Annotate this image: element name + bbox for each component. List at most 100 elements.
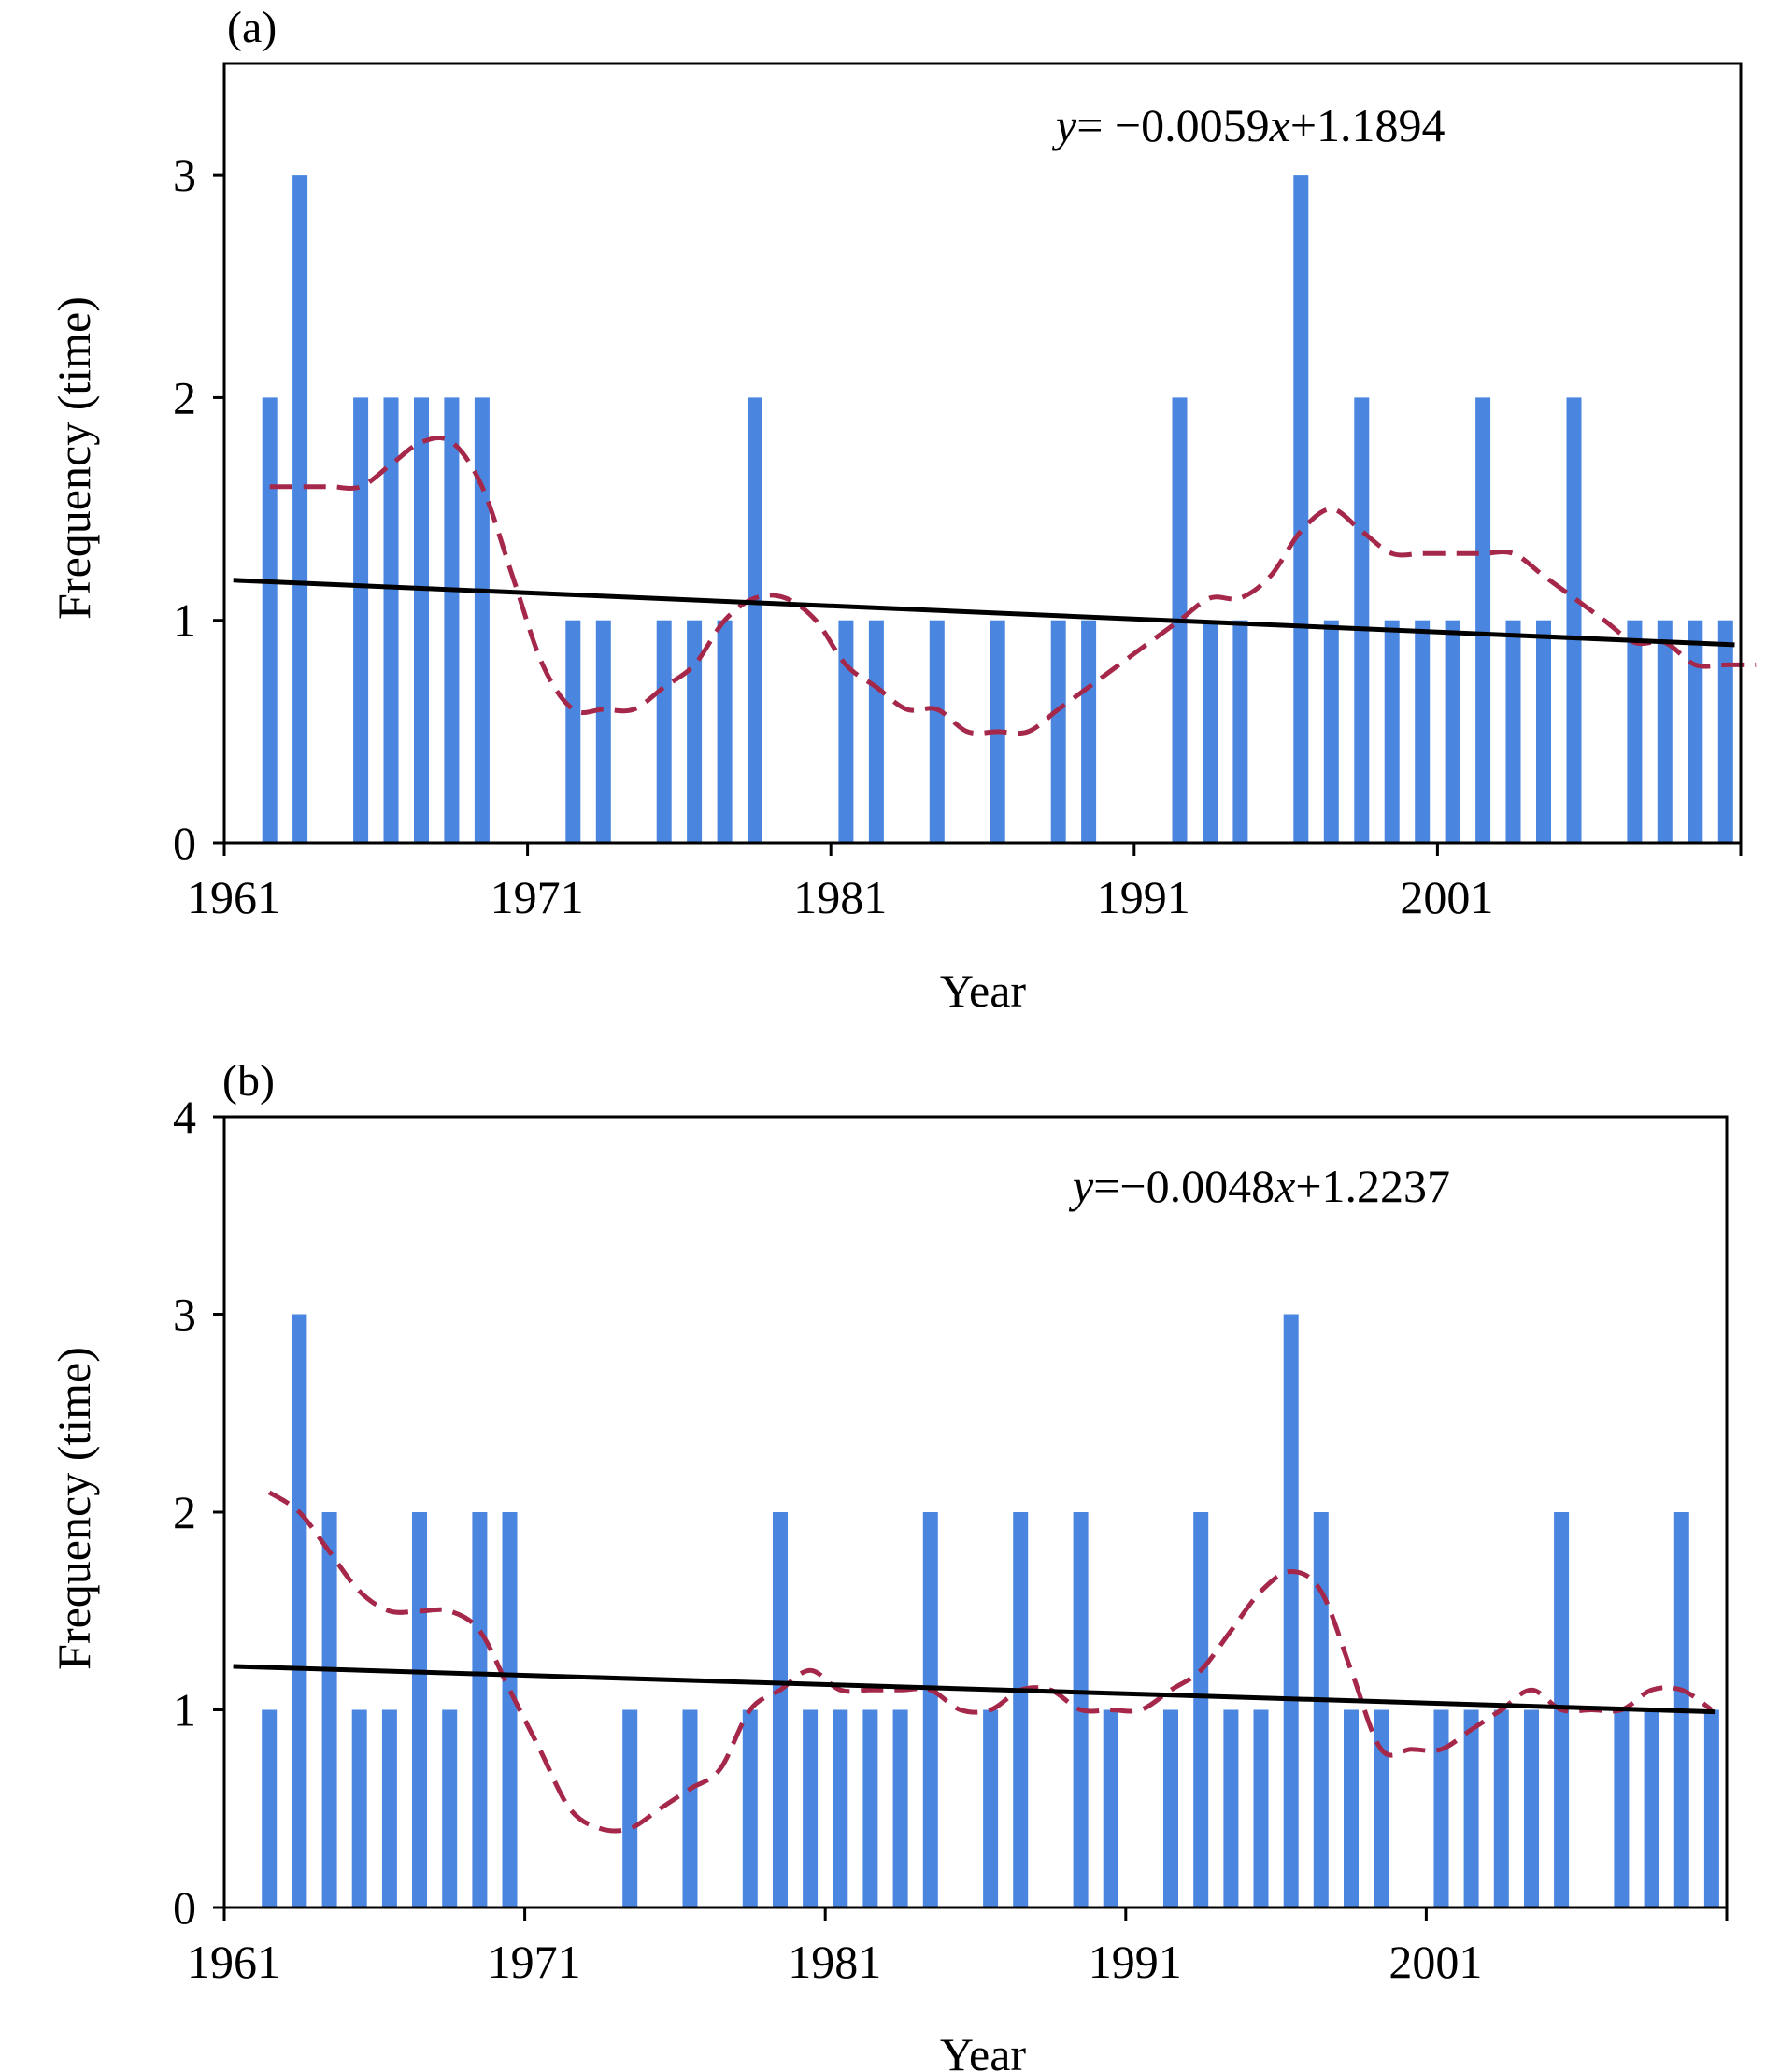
panel-b-bar-1973	[622, 1709, 638, 1908]
panel-b-y-tick-label: 1	[173, 1684, 196, 1736]
panel-a-x-axis-title: Year	[940, 965, 1026, 1017]
panel-b-x-tick-label: 1971	[488, 1936, 581, 1988]
panel-a-y-tick-label: 0	[173, 817, 196, 869]
panel-a-x-tick-label: 2001	[1400, 871, 1493, 923]
panel-a-bar-1972	[595, 620, 611, 843]
panel-a-bar-1999	[1415, 620, 1431, 843]
panel-b-trend-equation: y=−0.0048x+1.2237	[1068, 1160, 1450, 1212]
panel-b-bar-1991	[1163, 1709, 1178, 1908]
panel-a-bar-2002	[1505, 620, 1521, 843]
panel-b-bar-1994	[1253, 1709, 1269, 1908]
panel-a-trend-equation: y= −0.0059x+1.1894	[1051, 99, 1446, 151]
panel-b-bar-1968	[472, 1512, 488, 1908]
panel-b-y-tick-label: 2	[173, 1486, 196, 1538]
panel-b-bar-1964	[351, 1709, 367, 1908]
panel-a-bar-1996	[1323, 620, 1339, 843]
panel-b-bar-1967	[442, 1709, 458, 1908]
panel-b-x-tick-label: 1961	[187, 1936, 280, 1988]
panel-a-bar-1971	[565, 620, 581, 843]
panel-b-y-tick-label: 4	[173, 1091, 196, 1143]
panel-b-x-axis-title: Year	[940, 2028, 1026, 2072]
panel-b-bar-1978	[773, 1512, 788, 1908]
panel-b-y-tick-label: 3	[173, 1289, 196, 1341]
panel-b-bar-1975	[682, 1709, 698, 1908]
panel-b-y-axis: 0 1 2 3 4	[173, 1091, 224, 1934]
panel-b-equation-slope: =−0.0048	[1093, 1160, 1275, 1212]
panel-b-equation-y: y	[1068, 1160, 1094, 1212]
panel-b-bar-2009	[1703, 1709, 1719, 1908]
panel-b-bar-1979	[803, 1709, 819, 1908]
panel-a-bar-2007	[1657, 620, 1673, 843]
panel-b-bar-2000	[1433, 1709, 1449, 1908]
panel-b-bar-2001	[1463, 1709, 1479, 1908]
panel-a-bar-1992	[1203, 620, 1218, 843]
panel-a-y-tick-label: 3	[173, 149, 196, 201]
panel-a-bar-1976	[717, 620, 733, 843]
panel-a-bar-1995	[1293, 175, 1309, 844]
panel-a-bar-1964	[353, 397, 369, 843]
panel-a-bar-1977	[748, 397, 762, 843]
panel-b-bar-1997	[1344, 1709, 1359, 1908]
panel-b-bars	[262, 1314, 1719, 1908]
panel-b-x-tick-label: 2001	[1389, 1936, 1482, 1988]
panel-a-bar-1968	[474, 397, 490, 843]
panel-b-bar-1962	[292, 1314, 307, 1908]
panel-a-bar-1962	[292, 175, 308, 844]
panel-a-y-axis-title: Frequency (time)	[48, 296, 100, 620]
panel-a-bar-1975	[687, 620, 703, 843]
panel-b-bar-1989	[1103, 1709, 1118, 1908]
panel-a-bars	[262, 175, 1733, 844]
panel-a-bar-1981	[868, 620, 884, 843]
panel-b-bar-1965	[381, 1709, 397, 1908]
panel-b-bar-1986	[1013, 1512, 1029, 1908]
panel-b-label: (b)	[222, 1056, 275, 1106]
panel-a-bar-1987	[1050, 620, 1066, 843]
panel-a-bar-1961	[262, 397, 278, 843]
panel-b-x-tick-label: 1991	[1089, 1936, 1182, 1988]
panel-a-y-tick-label: 2	[173, 371, 196, 423]
panel-b-bar-2003	[1524, 1709, 1539, 1908]
panel-a-x-tick-label: 1991	[1097, 871, 1190, 923]
panel-a-x-tick-label: 1981	[793, 871, 887, 923]
panel-a-y-axis: 0 1 2 3	[173, 149, 224, 869]
panel-b-chart: (b) 0 1 2 3 4 1961 1971 1981 1991 2001 Year Freq…	[48, 1056, 1729, 2072]
panel-a-bar-2001	[1475, 397, 1491, 843]
panel-a-bar-2006	[1627, 620, 1643, 843]
panel-b-bar-1981	[862, 1709, 878, 1908]
panel-a-bar-1966	[414, 397, 429, 843]
panel-a-chart: (a) 0 1 2 3 1961 1971 1981 1991 2001 Year Frequ…	[48, 3, 1757, 1017]
panel-a-bar-1988	[1081, 620, 1097, 843]
panel-a-x-tick-label: 1971	[491, 871, 584, 923]
panel-a-bar-1983	[929, 620, 945, 843]
panel-a-bar-1967	[444, 397, 460, 843]
panel-a-x-tick-label: 1961	[187, 871, 280, 923]
panel-b-bar-2007	[1644, 1709, 1659, 1908]
panel-a-equation-slope: = −0.0059	[1076, 99, 1269, 151]
panel-a-x-axis: 1961 1971 1981 1991 2001	[187, 843, 1743, 923]
panel-a-bar-2000	[1445, 620, 1460, 843]
panel-b-bar-1992	[1193, 1512, 1209, 1908]
panel-b-bar-1966	[412, 1512, 427, 1908]
panel-b-bar-1977	[742, 1709, 758, 1908]
panel-a-bar-2008	[1688, 620, 1703, 843]
panel-a-bar-2009	[1717, 620, 1733, 843]
panel-b-bar-1961	[262, 1709, 278, 1908]
panel-b-y-tick-label: 0	[173, 1881, 196, 1934]
panel-a-moving-average-line	[269, 436, 1757, 736]
panel-b-bar-2002	[1493, 1709, 1509, 1908]
panel-b-bar-1996	[1313, 1512, 1329, 1908]
panel-b-equation-intercept: +1.2237	[1295, 1160, 1450, 1212]
panel-b-y-axis-title: Frequency (time)	[48, 1347, 100, 1670]
panel-a-equation-x: x	[1269, 99, 1290, 151]
panel-b-bar-1998	[1374, 1709, 1389, 1908]
panel-a-equation-intercept: +1.1894	[1290, 99, 1446, 151]
panel-a-bar-1965	[383, 397, 399, 843]
panel-b-bar-1985	[983, 1709, 999, 1908]
panel-b-bar-1969	[502, 1512, 518, 1908]
panel-b-trend-line	[233, 1664, 1716, 1715]
panel-a-plot-frame	[222, 62, 1743, 845]
panel-b-bar-1980	[833, 1709, 848, 1908]
panel-b-equation-x: x	[1274, 1160, 1295, 1212]
panel-a-bar-2003	[1536, 620, 1551, 843]
